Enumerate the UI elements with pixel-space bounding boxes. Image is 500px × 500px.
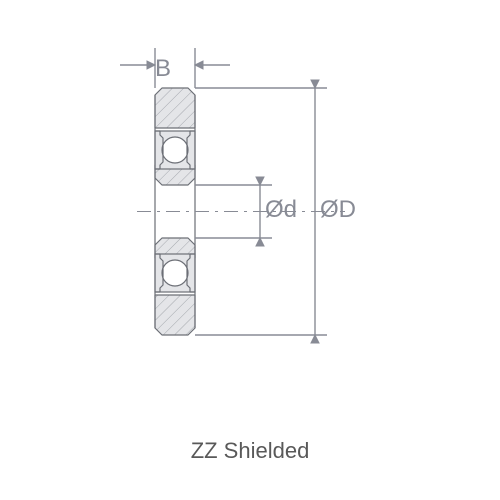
bearing-diagram-svg: [0, 0, 500, 500]
caption: ZZ Shielded: [0, 438, 500, 464]
diagram-stage: ZZ Shielded B ØD Ød: [0, 0, 500, 500]
dim-label-B: B: [155, 55, 171, 83]
dim-label-d: Ød: [265, 196, 297, 224]
dim-label-D: ØD: [320, 196, 356, 224]
